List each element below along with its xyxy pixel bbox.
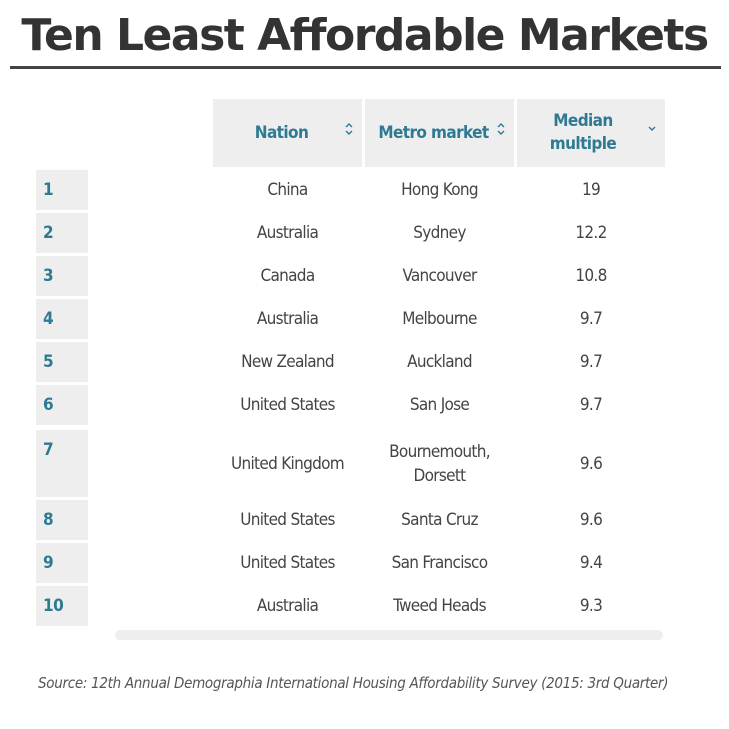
page-title: Ten Least Affordable Markets [21,10,709,61]
cell-metro-market: Bournemouth, Dorsett [389,441,490,486]
row-rank: 10 [36,586,88,626]
cell-nation: United States [240,395,335,415]
row-rank: 1 [36,170,88,210]
column-header-nation[interactable]: Nation [213,99,362,167]
cell-metro-market: Melbourne [402,309,477,329]
column-header-metro-label: Metro market [378,122,489,143]
sort-both-icon[interactable] [496,121,506,140]
cell-median-multiple: 9.4 [579,553,603,573]
median-label-text: Median multiple [549,111,617,154]
cell-median-multiple: 9.6 [579,453,603,474]
cell-median-multiple: 9.7 [579,352,603,372]
cell-nation: Canada [260,266,315,286]
cell-nation: China [267,180,308,200]
cell-median-multiple: 10.8 [575,266,607,286]
cell-median-multiple: 19 [581,180,601,200]
sort-both-icon[interactable] [344,121,354,140]
cell-metro-market: Hong Kong [401,180,478,200]
row-rank: 2 [36,213,88,253]
row-rank: 7 [36,430,88,497]
cell-nation: Australia [256,223,319,243]
cell-metro-market: San Jose [409,395,470,415]
column-header-median-multiple[interactable]: Median multiple [517,99,665,167]
row-rank: 8 [36,500,88,540]
cell-metro-market: Auckland [407,352,473,372]
row-rank: 3 [36,256,88,296]
column-header-median-label: Median multiple [543,110,623,156]
cell-nation: United States [240,553,335,573]
cell-nation: United Kingdom [231,453,345,474]
cell-nation: United States [240,510,335,530]
sort-descending-icon[interactable] [647,123,657,138]
cell-metro-market: Sydney [413,223,466,243]
cell-metro-market: Vancouver [402,266,477,286]
source-note: Source: 12th Annual Demographia Internat… [38,674,669,692]
column-header-metro-market[interactable]: Metro market [365,99,514,167]
cell-median-multiple: 12.2 [575,223,607,243]
cell-metro-market: San Francisco [391,553,489,573]
cell-median-multiple: 9.7 [579,395,603,415]
row-rank: 4 [36,299,88,339]
title-divider [10,66,721,69]
horizontal-scrollbar[interactable] [115,630,663,640]
row-rank: 9 [36,543,88,583]
cell-nation: Australia [256,596,319,616]
cell-median-multiple: 9.6 [579,510,603,530]
cell-nation: New Zealand [241,352,335,372]
cell-nation: Australia [256,309,319,329]
row-rank: 6 [36,385,88,425]
row-rank: 5 [36,342,88,382]
cell-median-multiple: 9.7 [579,309,603,329]
cell-metro-market: Santa Cruz [401,510,478,530]
cell-metro-market: Tweed Heads [393,596,486,616]
cell-median-multiple: 9.3 [579,596,603,616]
column-header-nation-label: Nation [254,122,309,143]
